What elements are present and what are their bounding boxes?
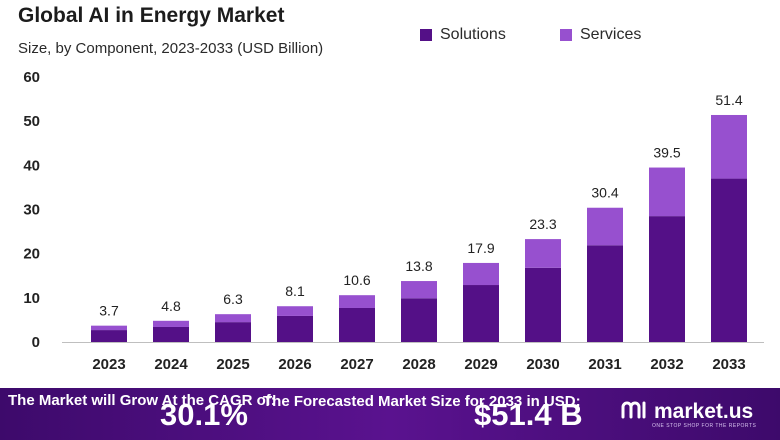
bar-solutions-2030 xyxy=(525,267,561,342)
x-tick-label-2029: 2029 xyxy=(464,356,497,373)
data-label-2030: 23.3 xyxy=(529,216,556,232)
brand-logo: market.us xyxy=(620,398,753,425)
bar-services-2033 xyxy=(711,114,747,179)
forecast-value: $51.4 B xyxy=(474,397,583,432)
footer-banner: The Market will Grow At the CAGR of: 30.… xyxy=(0,388,780,440)
bar-solutions-2024 xyxy=(153,326,189,342)
bar-solutions-2027 xyxy=(339,307,375,342)
y-tick-label: 60 xyxy=(23,69,40,86)
bar-solutions-2028 xyxy=(401,298,437,342)
bar-solutions-2025 xyxy=(215,322,251,342)
bar-solutions-2026 xyxy=(277,315,313,342)
bar-services-2028 xyxy=(401,281,437,299)
brand-tagline: ONE STOP SHOP FOR THE REPORTS xyxy=(652,423,757,429)
x-tick-label-2025: 2025 xyxy=(216,356,249,373)
y-tick-label: 40 xyxy=(23,157,40,174)
y-tick-label: 10 xyxy=(23,290,40,307)
data-label-2029: 17.9 xyxy=(467,240,494,256)
bar-services-2030 xyxy=(525,239,561,268)
bar-services-2024 xyxy=(153,320,189,327)
bar-services-2029 xyxy=(463,262,499,286)
x-tick-label-2033: 2033 xyxy=(712,356,745,373)
brand-name: market.us xyxy=(654,399,754,423)
data-label-2024: 4.8 xyxy=(161,298,181,314)
legend-item-solutions: Solutions xyxy=(420,26,506,44)
data-label-2026: 8.1 xyxy=(285,283,305,299)
bar-services-2025 xyxy=(215,314,251,323)
x-tick-label-2024: 2024 xyxy=(154,356,188,373)
legend-label-solutions: Solutions xyxy=(440,26,506,43)
bar-services-2032 xyxy=(649,167,685,217)
bar-services-2027 xyxy=(339,295,375,308)
data-label-2027: 10.6 xyxy=(343,272,370,288)
legend-label-services: Services xyxy=(580,26,642,43)
chart-title: Global AI in Energy Market xyxy=(18,4,285,27)
legend-item-services: Services xyxy=(560,26,641,44)
chart-subtitle: Size, by Component, 2023-2033 (USD Billi… xyxy=(18,40,324,57)
bar-solutions-2031 xyxy=(587,245,623,342)
x-tick-label-2023: 2023 xyxy=(92,356,125,373)
x-tick-label-2030: 2030 xyxy=(526,356,559,373)
cagr-value: 30.1% xyxy=(160,397,248,432)
bar-solutions-2029 xyxy=(463,285,499,342)
bar-solutions-2032 xyxy=(649,216,685,342)
data-label-2032: 39.5 xyxy=(653,145,680,161)
stacked-bar-chart: 01020304050603.720234.820246.320258.1202… xyxy=(23,69,764,373)
bar-solutions-2033 xyxy=(711,178,747,342)
y-tick-label: 20 xyxy=(23,246,40,263)
bar-services-2023 xyxy=(91,325,127,331)
y-tick-label: 0 xyxy=(32,334,40,351)
bar-services-2031 xyxy=(587,207,623,246)
x-tick-label-2032: 2032 xyxy=(650,356,683,373)
data-label-2023: 3.7 xyxy=(99,303,119,319)
x-tick-label-2027: 2027 xyxy=(340,356,373,373)
x-tick-label-2026: 2026 xyxy=(278,356,311,373)
y-tick-label: 50 xyxy=(23,113,40,130)
legend-swatch-services xyxy=(560,29,572,41)
cagr-lead-text: The Market will Grow At the CAGR of: xyxy=(8,392,276,409)
forecast-label: The Forecasted Market Size for 2033 in U… xyxy=(263,393,581,410)
x-tick-label-2028: 2028 xyxy=(402,356,435,373)
data-label-2031: 30.4 xyxy=(591,185,618,201)
market-us-logo-icon xyxy=(620,398,648,425)
x-tick-label-2031: 2031 xyxy=(588,356,621,373)
data-label-2025: 6.3 xyxy=(223,291,243,307)
bar-solutions-2023 xyxy=(91,330,127,342)
y-tick-label: 30 xyxy=(23,202,40,219)
data-label-2033: 51.4 xyxy=(715,92,742,108)
bar-services-2026 xyxy=(277,306,313,316)
legend-swatch-solutions xyxy=(420,29,432,41)
data-label-2028: 13.8 xyxy=(405,258,432,274)
